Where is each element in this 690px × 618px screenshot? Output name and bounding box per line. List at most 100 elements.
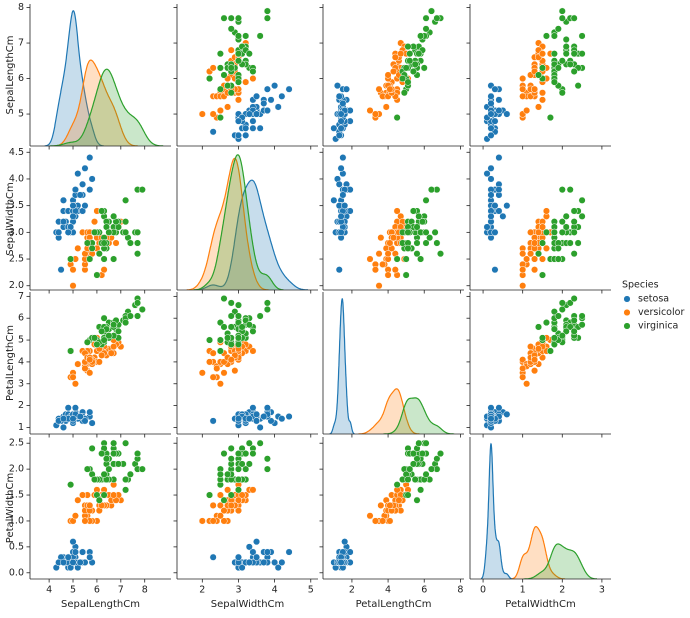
point: [220, 450, 228, 458]
point: [404, 78, 412, 86]
y-tick-label: 6: [18, 73, 24, 84]
point: [220, 295, 228, 303]
point: [216, 512, 224, 520]
kde-area: [49, 69, 164, 146]
point: [64, 228, 72, 236]
point: [252, 410, 261, 418]
point: [550, 325, 558, 333]
point: [88, 175, 96, 183]
point: [386, 501, 394, 509]
panel: 4 5 6 7 8 0.0 0.5 1.0 1.5 2.0 2.5: [9, 437, 171, 596]
point: [59, 218, 68, 226]
point: [71, 404, 79, 412]
point: [566, 239, 574, 247]
panel: [466, 148, 611, 294]
point: [242, 465, 250, 473]
panel: [466, 292, 611, 438]
point: [436, 450, 445, 458]
point: [574, 239, 582, 247]
point: [554, 244, 562, 252]
point: [76, 558, 84, 566]
point: [263, 85, 271, 93]
point: [335, 131, 343, 139]
y-tick-label: 8: [18, 2, 24, 13]
panel: [322, 292, 464, 438]
point: [534, 345, 543, 353]
point: [519, 92, 527, 100]
point: [227, 340, 235, 348]
point: [538, 271, 547, 279]
point: [285, 85, 293, 93]
point: [256, 124, 264, 132]
point: [335, 266, 343, 274]
point: [562, 223, 570, 231]
point: [487, 191, 495, 199]
point: [231, 367, 239, 375]
kde-area: [523, 544, 597, 579]
point: [337, 164, 345, 172]
point: [570, 250, 578, 258]
point: [418, 450, 426, 458]
point: [122, 486, 130, 494]
point: [278, 415, 286, 423]
point: [487, 124, 495, 132]
point: [234, 301, 243, 309]
point: [209, 128, 217, 136]
point: [122, 228, 130, 236]
point: [335, 92, 343, 100]
point: [133, 299, 142, 307]
point: [234, 475, 243, 484]
point: [126, 312, 134, 320]
point: [417, 255, 425, 263]
legend-marker: [623, 295, 631, 303]
point: [527, 250, 535, 258]
point: [74, 360, 82, 368]
point: [234, 32, 243, 40]
point: [227, 312, 235, 320]
point: [234, 450, 243, 458]
point: [83, 465, 91, 473]
point: [409, 460, 417, 468]
point: [122, 319, 130, 327]
point: [487, 99, 495, 107]
point: [503, 202, 511, 210]
point: [337, 110, 345, 118]
point: [98, 327, 106, 335]
x-tick-label: 0: [480, 585, 486, 596]
point: [519, 75, 527, 83]
point: [263, 14, 271, 22]
point: [263, 7, 271, 15]
panel: [173, 292, 318, 438]
point: [242, 124, 250, 132]
point: [495, 96, 503, 104]
point: [64, 553, 72, 561]
point: [86, 255, 94, 263]
x-axis-label: PetalLengthCm: [356, 599, 432, 610]
point: [95, 496, 103, 504]
point: [558, 305, 566, 314]
point: [538, 96, 547, 104]
point: [209, 553, 217, 561]
point: [371, 266, 379, 274]
point: [503, 410, 511, 418]
point: [413, 455, 421, 463]
point: [422, 14, 430, 22]
y-tick-label: 6: [18, 313, 24, 324]
point: [67, 481, 75, 489]
point: [234, 465, 243, 473]
point: [487, 175, 495, 183]
kde-area: [481, 443, 513, 579]
point: [81, 202, 89, 210]
kde-area: [329, 298, 355, 434]
x-tick-label: 1: [520, 585, 526, 596]
point: [487, 404, 495, 412]
kde-area: [186, 158, 269, 290]
point: [402, 255, 410, 263]
kde-area: [358, 388, 420, 434]
kde-line: [193, 154, 284, 290]
point: [59, 415, 68, 423]
point: [71, 512, 79, 520]
point: [570, 207, 578, 215]
point: [554, 64, 562, 72]
